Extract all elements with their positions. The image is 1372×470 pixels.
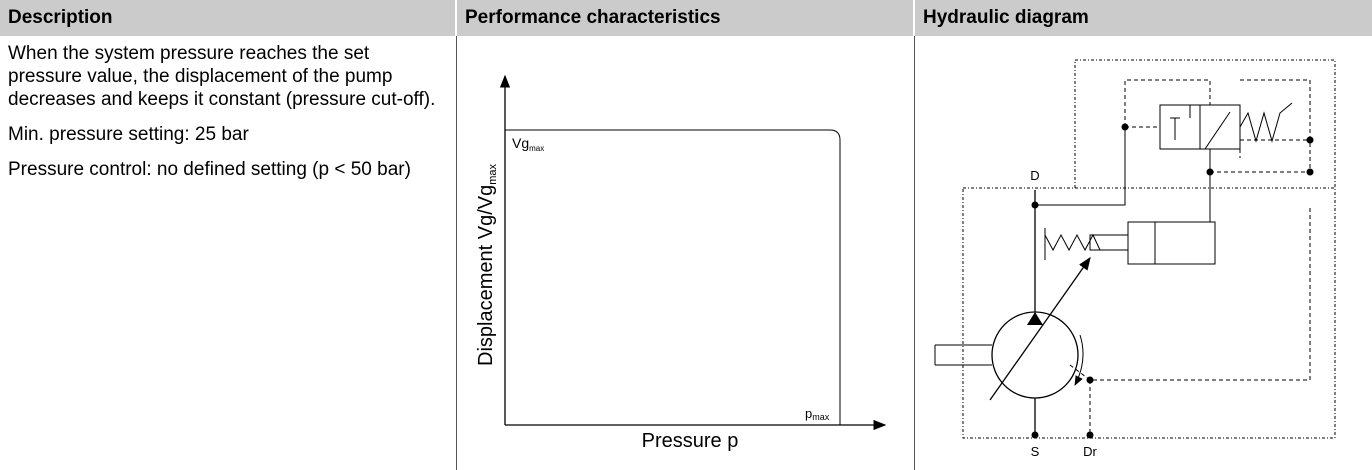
y-axis-label: Displacement Vg/Vgmax <box>475 164 499 366</box>
frame <box>1074 59 1336 188</box>
performance-chart: Vgmax pmax Pressure p Displacement Vg/Vg… <box>475 74 887 452</box>
line <box>1069 205 1311 435</box>
paragraph: Pressure control: no defined setting (p … <box>8 159 411 180</box>
spring <box>1239 102 1293 143</box>
port-label: S <box>1031 444 1040 459</box>
header-cell: Performance characteristics <box>457 0 913 36</box>
hydraulic-diagram: D S Dr <box>934 59 1336 459</box>
port-label: Dr <box>1083 444 1097 459</box>
spring <box>1044 228 1101 260</box>
header-cell: Description <box>0 0 455 36</box>
cylinder <box>1127 221 1216 265</box>
curve-label: Vgmax <box>512 135 544 153</box>
curve <box>505 129 841 425</box>
column-separator <box>914 36 915 470</box>
port-label: D <box>1030 168 1039 183</box>
line <box>1124 79 1211 128</box>
column-separator <box>456 36 457 470</box>
line <box>1210 79 1311 173</box>
header-cell: Hydraulic diagram <box>915 0 1372 36</box>
curve-label: pmax <box>805 406 830 422</box>
x-axis-label: Pressure p <box>642 430 739 452</box>
paragraph: When the system pressure reaches the set… <box>8 43 436 110</box>
description: When the system pressure reaches the set… <box>8 42 446 193</box>
cylinder <box>1089 222 1156 264</box>
shaft <box>934 344 992 366</box>
paragraph: Min. pressure setting: 25 bar <box>8 124 249 145</box>
valve <box>1170 105 1231 150</box>
frame <box>962 187 1336 439</box>
line <box>1035 127 1211 222</box>
